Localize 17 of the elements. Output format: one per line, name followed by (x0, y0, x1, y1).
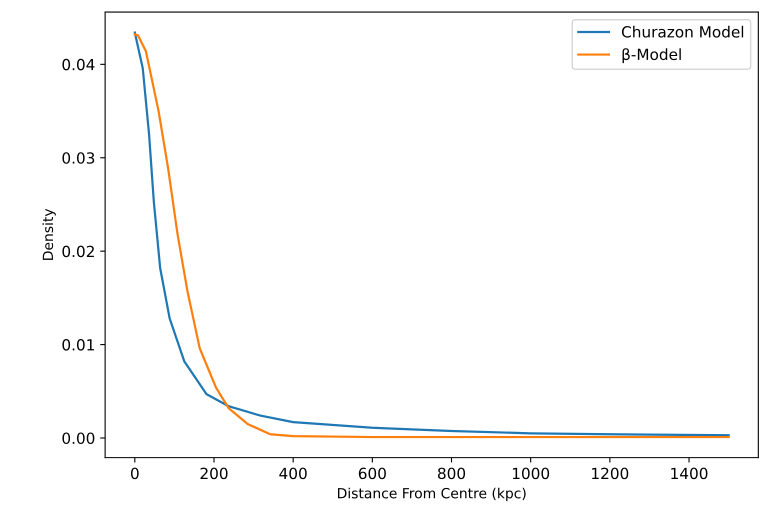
x-tick-label: 1200 (592, 468, 628, 480)
y-tick-label: 0.02 (62, 246, 94, 258)
x-tick-label: 0 (130, 468, 139, 480)
x-tick-label: 800 (438, 468, 466, 480)
y-tick-label: 0.04 (62, 58, 95, 70)
x-tick-label: 1400 (671, 468, 708, 480)
y-tick-label: 0.03 (62, 152, 94, 164)
x-axis-title: Distance From Centre (kpc) (338, 488, 526, 502)
y-tick-label: 0.00 (62, 432, 94, 444)
legend-label: β-Model (622, 48, 681, 64)
x-tick-label: 600 (358, 468, 386, 480)
legend-label: Churazon Model (622, 26, 744, 38)
x-tick-label: 1000 (512, 468, 550, 480)
x-tick-label: 400 (279, 468, 307, 480)
x-tick-label: 200 (200, 468, 228, 480)
y-tick-label: 0.01 (62, 339, 94, 351)
y-axis-title: Density (42, 208, 56, 260)
